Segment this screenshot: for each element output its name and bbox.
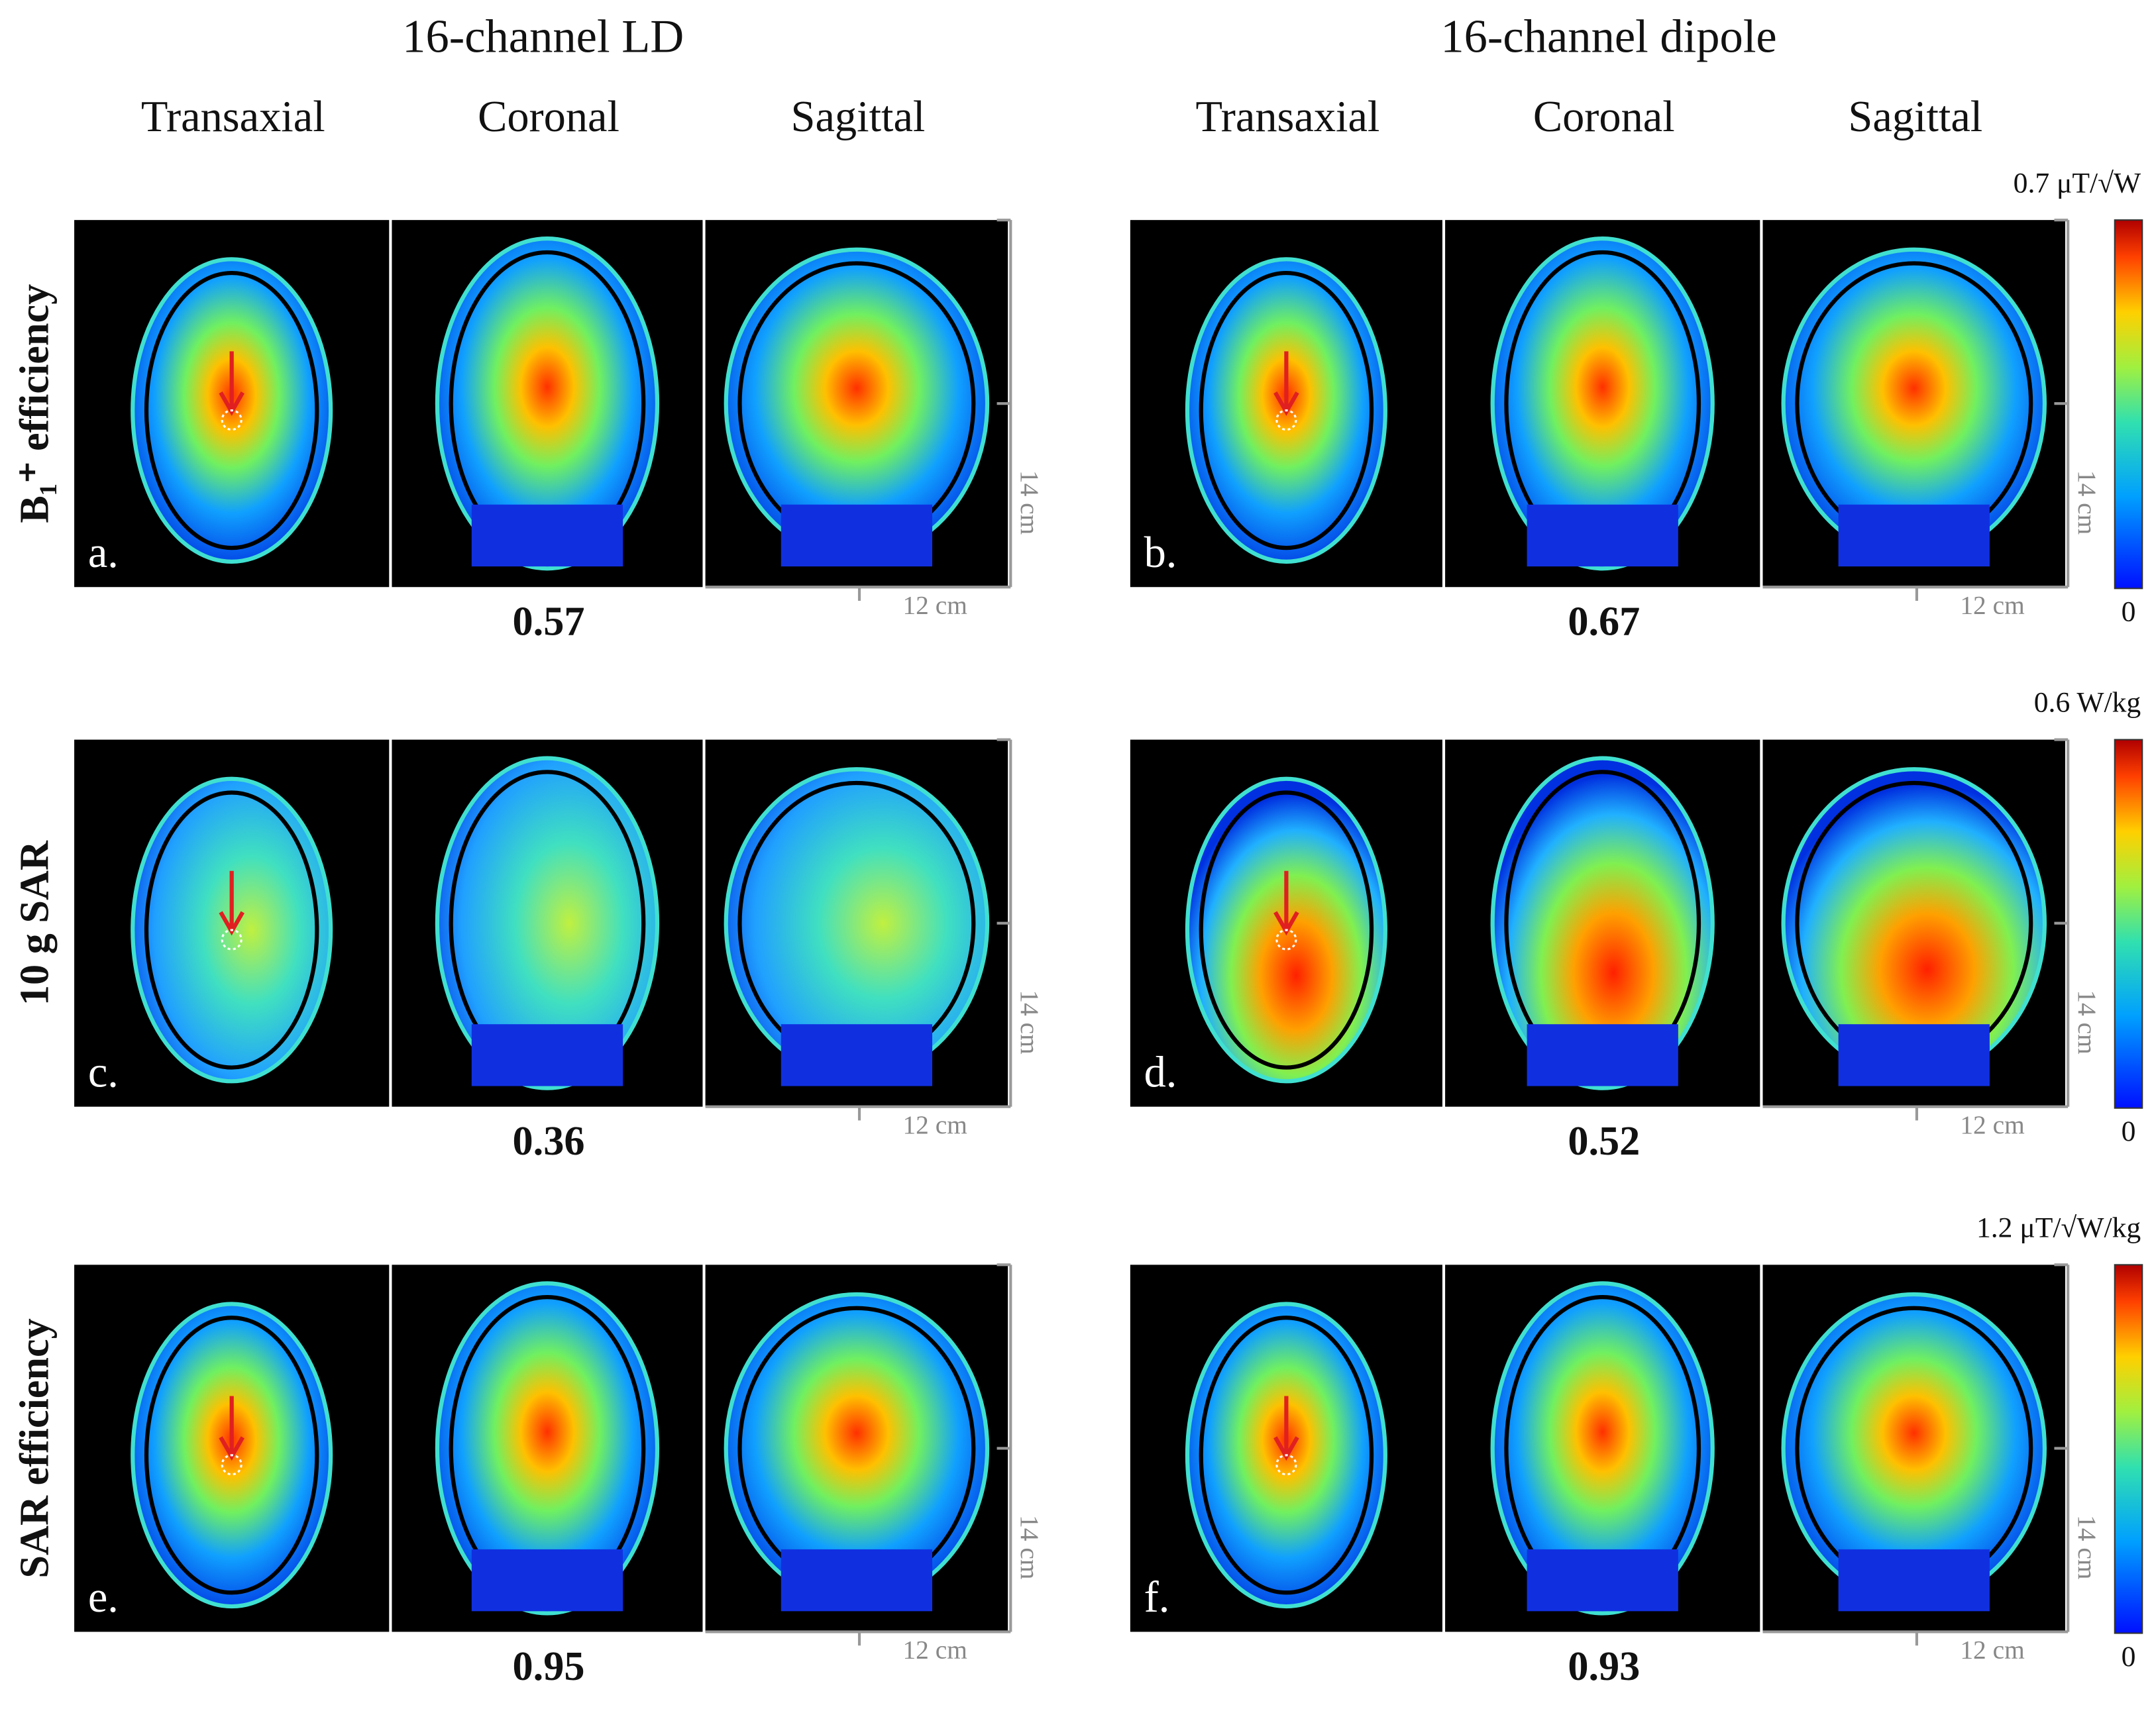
head-contour — [144, 270, 319, 550]
neck-map — [1527, 504, 1678, 567]
view-title: Coronal — [1533, 93, 1675, 141]
target-circle — [1275, 1454, 1297, 1476]
scale-width: 12 cm — [902, 1110, 967, 1139]
arrow-head — [1273, 391, 1299, 416]
target-circle — [1275, 409, 1297, 431]
neck-map — [781, 1549, 933, 1612]
panel-value: 0.52 — [1568, 1119, 1640, 1164]
panel-letter: d. — [1144, 1048, 1177, 1096]
head-map — [435, 236, 660, 571]
scale-height: 14 cm — [2073, 470, 2102, 535]
target-circle — [221, 409, 243, 431]
view-title: Coronal — [478, 93, 620, 141]
neck-map — [1838, 504, 1990, 567]
target-circle — [221, 1454, 243, 1476]
arrow-head — [219, 1436, 244, 1461]
target-circle — [1275, 929, 1297, 951]
neck-map — [781, 1024, 933, 1086]
scale-height: 14 cm — [1015, 990, 1044, 1055]
panel-value: 0.93 — [1568, 1644, 1640, 1689]
row-label: 10 g SAR — [12, 840, 57, 1006]
panel-letter: a. — [88, 529, 119, 577]
neck-map — [471, 1549, 623, 1612]
colorbar-min: 0 — [2122, 1116, 2136, 1147]
colorbar-max: 0.7 μT/√W — [2014, 167, 2141, 199]
scale-height: 14 cm — [2073, 990, 2102, 1055]
scale-height: 14 cm — [1015, 470, 1044, 535]
colorbar — [2114, 1264, 2143, 1634]
group-title: 16-channel LD — [402, 11, 684, 63]
head-contour — [1199, 790, 1374, 1070]
colorbar-min: 0 — [2122, 1641, 2136, 1673]
scale-height: 14 cm — [2073, 1515, 2102, 1580]
scale-height: 14 cm — [1015, 1515, 1044, 1580]
scale-width: 12 cm — [902, 1635, 967, 1665]
row-label: SAR efficiency — [12, 1318, 57, 1578]
head-map — [1490, 236, 1715, 571]
head-contour — [144, 1316, 319, 1595]
arrow-head — [1273, 1436, 1299, 1461]
neck-map — [1527, 1024, 1678, 1086]
row-label: B₁⁺ efficiency — [12, 284, 57, 523]
scale-width: 12 cm — [1960, 1110, 2025, 1139]
head-map — [1490, 1281, 1715, 1616]
arrow-head — [219, 391, 244, 416]
view-title: Transaxial — [141, 93, 325, 141]
panel-value: 0.95 — [513, 1644, 585, 1689]
colorbar — [2114, 219, 2143, 590]
arrow-head — [1273, 911, 1299, 936]
neck-map — [781, 504, 933, 567]
scale-width: 12 cm — [1960, 1635, 2025, 1665]
neck-map — [1527, 1549, 1678, 1612]
head-contour — [144, 790, 319, 1070]
colorbar-max: 0.6 W/kg — [2034, 687, 2141, 719]
head-contour — [1199, 1316, 1374, 1595]
panel-value: 0.57 — [513, 599, 585, 645]
panel-letter: e. — [88, 1573, 119, 1622]
scale-width: 12 cm — [902, 590, 967, 619]
neck-map — [1838, 1549, 1990, 1612]
group-title: 16-channel dipole — [1440, 11, 1776, 63]
panel-letter: f. — [1144, 1573, 1170, 1622]
colorbar — [2114, 739, 2143, 1109]
head-map — [1490, 756, 1715, 1090]
panel-letter: b. — [1144, 529, 1177, 577]
panel-value: 0.36 — [513, 1119, 585, 1164]
scale-width: 12 cm — [1960, 590, 2025, 619]
head-map — [435, 756, 660, 1090]
neck-map — [471, 504, 623, 567]
colorbar-max: 1.2 μT/√W/kg — [1976, 1212, 2141, 1243]
head-contour — [1199, 270, 1374, 550]
arrow-head — [219, 911, 244, 936]
neck-map — [1838, 1024, 1990, 1086]
colorbar-min: 0 — [2122, 596, 2136, 628]
view-title: Sagittal — [1848, 93, 1982, 141]
view-title: Sagittal — [791, 93, 926, 141]
panel-letter: c. — [88, 1048, 119, 1096]
view-title: Transaxial — [1196, 93, 1380, 141]
head-map — [435, 1281, 660, 1616]
neck-map — [471, 1024, 623, 1086]
target-circle — [221, 929, 243, 951]
panel-value: 0.67 — [1568, 599, 1640, 645]
